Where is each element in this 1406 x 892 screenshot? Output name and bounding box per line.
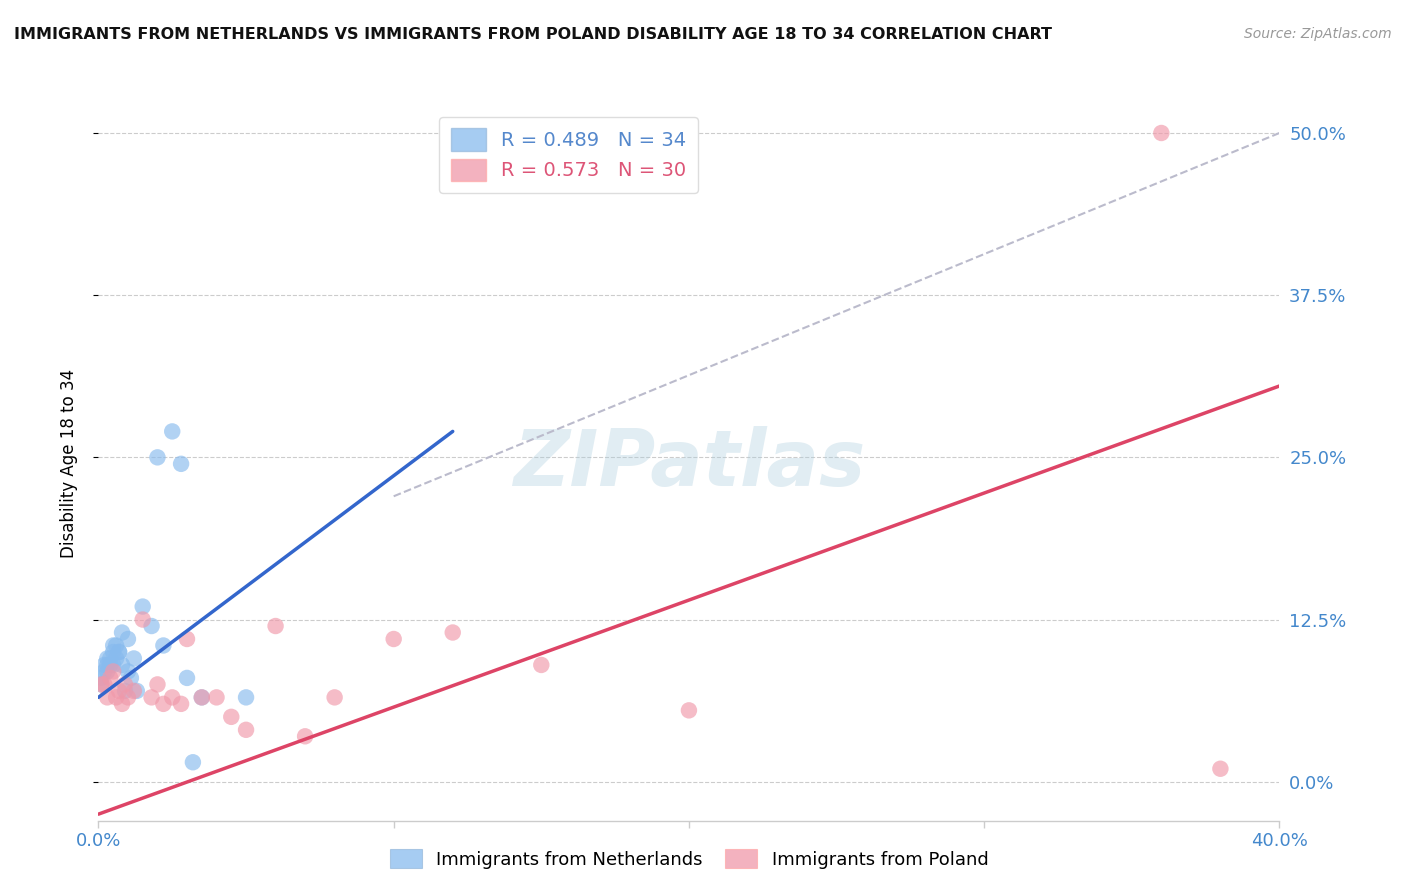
- Point: [114, 684, 136, 698]
- Point: [132, 613, 155, 627]
- Point: [441, 625, 464, 640]
- Text: Source: ZipAtlas.com: Source: ZipAtlas.com: [1244, 27, 1392, 41]
- Point: [152, 639, 174, 653]
- Point: [264, 619, 287, 633]
- Point: [90, 677, 112, 691]
- Point: [152, 697, 174, 711]
- Point: [108, 684, 131, 698]
- Point: [105, 651, 128, 665]
- Point: [170, 457, 193, 471]
- Point: [103, 657, 125, 672]
- Point: [323, 690, 346, 705]
- Point: [235, 690, 257, 705]
- Point: [132, 599, 155, 614]
- Text: ZIPatlas: ZIPatlas: [513, 425, 865, 502]
- Point: [93, 665, 115, 679]
- Y-axis label: Disability Age 18 to 34: Disability Age 18 to 34: [59, 369, 77, 558]
- Point: [294, 729, 316, 743]
- Point: [122, 684, 145, 698]
- Point: [117, 632, 139, 646]
- Point: [170, 697, 193, 711]
- Point: [114, 677, 136, 691]
- Point: [146, 677, 169, 691]
- Point: [96, 665, 118, 679]
- Point: [90, 677, 112, 691]
- Point: [103, 639, 125, 653]
- Point: [176, 632, 198, 646]
- Point: [111, 625, 134, 640]
- Point: [103, 665, 125, 679]
- Point: [111, 697, 134, 711]
- Point: [1209, 762, 1232, 776]
- Point: [105, 639, 128, 653]
- Point: [1150, 126, 1173, 140]
- Point: [141, 690, 163, 705]
- Point: [93, 677, 115, 691]
- Point: [219, 710, 242, 724]
- Point: [98, 657, 121, 672]
- Legend: Immigrants from Netherlands, Immigrants from Poland: Immigrants from Netherlands, Immigrants …: [382, 842, 995, 876]
- Point: [120, 671, 142, 685]
- Point: [90, 671, 112, 685]
- Point: [146, 450, 169, 465]
- Text: IMMIGRANTS FROM NETHERLANDS VS IMMIGRANTS FROM POLAND DISABILITY AGE 18 TO 34 CO: IMMIGRANTS FROM NETHERLANDS VS IMMIGRANT…: [14, 27, 1052, 42]
- Point: [181, 756, 204, 770]
- Point: [141, 619, 163, 633]
- Point: [122, 651, 145, 665]
- Point: [111, 657, 134, 672]
- Point: [678, 703, 700, 717]
- Point: [105, 690, 128, 705]
- Point: [162, 425, 183, 439]
- Point: [235, 723, 257, 737]
- Point: [125, 684, 148, 698]
- Point: [191, 690, 214, 705]
- Point: [93, 657, 115, 672]
- Point: [117, 690, 139, 705]
- Point: [98, 651, 121, 665]
- Point: [191, 690, 214, 705]
- Point: [205, 690, 228, 705]
- Point: [162, 690, 183, 705]
- Point: [96, 690, 118, 705]
- Point: [98, 671, 121, 685]
- Point: [117, 665, 139, 679]
- Point: [103, 645, 125, 659]
- Point: [382, 632, 405, 646]
- Point: [96, 657, 118, 672]
- Point: [176, 671, 198, 685]
- Point: [96, 651, 118, 665]
- Point: [108, 645, 131, 659]
- Point: [530, 657, 553, 672]
- Point: [108, 645, 131, 659]
